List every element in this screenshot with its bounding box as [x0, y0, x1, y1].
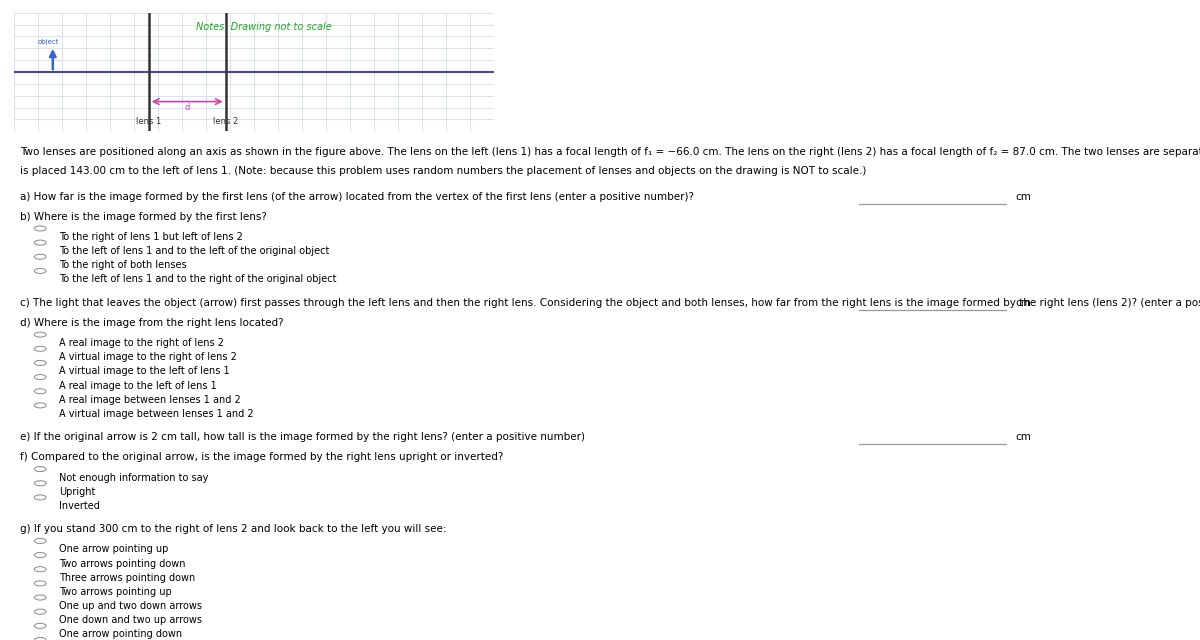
- Text: d: d: [185, 103, 190, 112]
- Text: To the left of lens 1 and to the right of the original object: To the left of lens 1 and to the right o…: [59, 275, 336, 284]
- Text: d) Where is the image from the right lens located?: d) Where is the image from the right len…: [20, 318, 284, 328]
- Text: Two arrows pointing up: Two arrows pointing up: [59, 587, 172, 597]
- Text: lens 1: lens 1: [136, 117, 162, 126]
- Text: Notes: Drawing not to scale: Notes: Drawing not to scale: [196, 22, 332, 32]
- Text: To the right of lens 1 but left of lens 2: To the right of lens 1 but left of lens …: [59, 232, 242, 242]
- Text: c) The light that leaves the object (arrow) first passes through the left lens a: c) The light that leaves the object (arr…: [20, 298, 1200, 308]
- Text: a) How far is the image formed by the first lens (of the arrow) located from the: a) How far is the image formed by the fi…: [20, 191, 695, 202]
- Text: is placed 143.00 cm to the left of lens 1. (Note: because this problem uses rand: is placed 143.00 cm to the left of lens …: [20, 166, 866, 176]
- Text: cm: cm: [1015, 432, 1031, 442]
- Text: One up and two down arrows: One up and two down arrows: [59, 601, 202, 611]
- Text: To the left of lens 1 and to the left of the original object: To the left of lens 1 and to the left of…: [59, 246, 329, 256]
- Text: A virtual image to the right of lens 2: A virtual image to the right of lens 2: [59, 352, 236, 362]
- Text: To the right of both lenses: To the right of both lenses: [59, 260, 187, 270]
- Text: b) Where is the image formed by the first lens?: b) Where is the image formed by the firs…: [20, 212, 268, 221]
- Text: e) If the original arrow is 2 cm tall, how tall is the image formed by the right: e) If the original arrow is 2 cm tall, h…: [20, 432, 586, 442]
- Text: object: object: [37, 38, 59, 45]
- Text: Not enough information to say: Not enough information to say: [59, 473, 209, 483]
- Text: Inverted: Inverted: [59, 501, 100, 511]
- Text: A real image to the right of lens 2: A real image to the right of lens 2: [59, 338, 224, 348]
- Text: A real image to the left of lens 1: A real image to the left of lens 1: [59, 381, 217, 390]
- Text: f) Compared to the original arrow, is the image formed by the right lens upright: f) Compared to the original arrow, is th…: [20, 452, 504, 463]
- Text: cm: cm: [1015, 298, 1031, 308]
- Text: Three arrows pointing down: Three arrows pointing down: [59, 573, 196, 583]
- Text: cm: cm: [1015, 191, 1031, 202]
- Text: lens 2: lens 2: [212, 117, 239, 126]
- Text: A virtual image to the left of lens 1: A virtual image to the left of lens 1: [59, 367, 229, 376]
- Text: Upright: Upright: [59, 487, 95, 497]
- Text: One arrow pointing down: One arrow pointing down: [59, 629, 182, 639]
- Text: One arrow pointing up: One arrow pointing up: [59, 545, 168, 554]
- Text: A virtual image between lenses 1 and 2: A virtual image between lenses 1 and 2: [59, 409, 253, 419]
- Text: Two arrows pointing down: Two arrows pointing down: [59, 559, 186, 568]
- Text: g) If you stand 300 cm to the right of lens 2 and look back to the left you will: g) If you stand 300 cm to the right of l…: [20, 524, 446, 534]
- Text: A real image between lenses 1 and 2: A real image between lenses 1 and 2: [59, 395, 241, 404]
- Text: Two lenses are positioned along an axis as shown in the figure above. The lens o: Two lenses are positioned along an axis …: [20, 147, 1200, 157]
- Text: One down and two up arrows: One down and two up arrows: [59, 615, 202, 625]
